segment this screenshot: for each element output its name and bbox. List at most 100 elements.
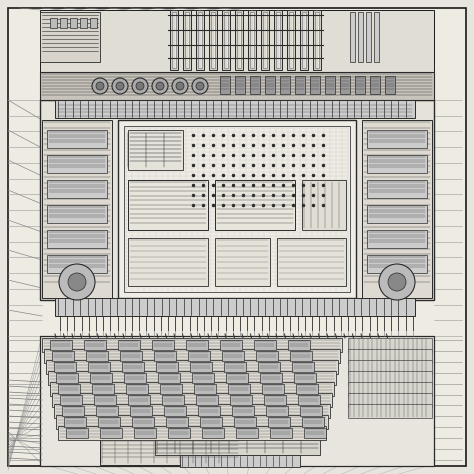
Bar bbox=[198, 12, 202, 68]
Bar bbox=[367, 255, 427, 273]
Circle shape bbox=[379, 264, 415, 300]
Bar bbox=[66, 428, 88, 438]
Bar bbox=[215, 238, 270, 286]
Bar bbox=[289, 12, 293, 68]
Bar bbox=[160, 384, 182, 394]
Bar bbox=[367, 155, 427, 173]
Bar bbox=[47, 180, 107, 198]
Bar bbox=[196, 10, 204, 70]
Bar bbox=[50, 340, 72, 350]
Bar bbox=[124, 373, 146, 383]
Bar bbox=[196, 395, 218, 405]
Bar bbox=[128, 238, 208, 286]
Bar bbox=[270, 428, 292, 438]
Bar bbox=[128, 180, 208, 230]
Bar bbox=[234, 417, 256, 427]
Bar bbox=[64, 417, 86, 427]
Bar bbox=[122, 362, 144, 372]
Bar bbox=[348, 349, 432, 363]
Bar bbox=[164, 406, 186, 416]
Bar bbox=[44, 349, 340, 363]
Bar bbox=[302, 12, 306, 68]
Circle shape bbox=[152, 78, 168, 94]
Bar bbox=[294, 373, 316, 383]
Bar bbox=[348, 338, 432, 352]
Bar bbox=[310, 76, 320, 94]
Bar bbox=[98, 417, 120, 427]
Bar bbox=[224, 12, 228, 68]
Bar bbox=[256, 351, 278, 361]
Bar bbox=[58, 426, 326, 440]
Circle shape bbox=[96, 82, 104, 90]
Bar bbox=[274, 10, 282, 70]
Bar bbox=[154, 351, 176, 361]
Bar bbox=[62, 406, 84, 416]
Bar bbox=[298, 395, 320, 405]
Bar bbox=[215, 180, 295, 230]
Bar bbox=[80, 18, 87, 28]
Bar bbox=[230, 395, 252, 405]
Bar bbox=[385, 76, 395, 94]
Bar bbox=[54, 362, 76, 372]
Bar bbox=[315, 12, 319, 68]
Bar bbox=[194, 384, 216, 394]
Bar bbox=[367, 205, 427, 223]
Circle shape bbox=[68, 273, 86, 291]
Bar bbox=[118, 120, 356, 298]
Bar bbox=[266, 406, 288, 416]
Bar bbox=[348, 371, 432, 385]
Bar bbox=[52, 351, 74, 361]
Bar bbox=[200, 417, 222, 427]
Circle shape bbox=[132, 78, 148, 94]
Bar bbox=[340, 76, 350, 94]
Bar bbox=[262, 384, 284, 394]
Bar bbox=[198, 406, 220, 416]
Bar bbox=[202, 428, 224, 438]
Bar bbox=[295, 76, 305, 94]
Bar bbox=[158, 373, 180, 383]
Bar bbox=[132, 417, 154, 427]
Bar bbox=[237, 12, 241, 68]
Circle shape bbox=[172, 78, 188, 94]
Circle shape bbox=[59, 264, 95, 300]
Bar bbox=[250, 76, 260, 94]
Bar bbox=[288, 340, 310, 350]
Bar bbox=[296, 384, 318, 394]
Bar bbox=[60, 18, 67, 28]
Bar bbox=[186, 340, 208, 350]
Bar bbox=[300, 10, 308, 70]
Bar bbox=[90, 18, 97, 28]
Bar bbox=[42, 120, 112, 298]
Bar bbox=[126, 384, 148, 394]
Bar bbox=[188, 351, 210, 361]
Bar bbox=[292, 362, 314, 372]
Bar bbox=[232, 406, 254, 416]
Bar bbox=[250, 12, 254, 68]
Bar bbox=[40, 100, 434, 300]
Bar bbox=[55, 100, 415, 118]
Bar bbox=[46, 360, 338, 374]
Bar bbox=[290, 351, 312, 361]
Bar bbox=[236, 428, 258, 438]
Bar bbox=[366, 12, 371, 62]
Bar bbox=[254, 340, 276, 350]
Bar bbox=[172, 12, 176, 68]
Bar bbox=[235, 10, 243, 70]
Bar bbox=[258, 362, 280, 372]
Circle shape bbox=[112, 78, 128, 94]
Bar bbox=[350, 12, 355, 62]
Bar bbox=[128, 395, 150, 405]
Circle shape bbox=[388, 273, 406, 291]
Circle shape bbox=[92, 78, 108, 94]
Bar bbox=[155, 430, 320, 455]
Bar bbox=[358, 12, 363, 62]
Bar bbox=[166, 417, 188, 427]
Bar bbox=[374, 12, 379, 62]
Bar bbox=[224, 362, 246, 372]
Bar bbox=[277, 238, 346, 286]
Bar bbox=[228, 384, 250, 394]
Bar bbox=[152, 340, 174, 350]
Bar bbox=[367, 230, 427, 248]
Bar bbox=[47, 155, 107, 173]
Bar bbox=[50, 382, 334, 396]
